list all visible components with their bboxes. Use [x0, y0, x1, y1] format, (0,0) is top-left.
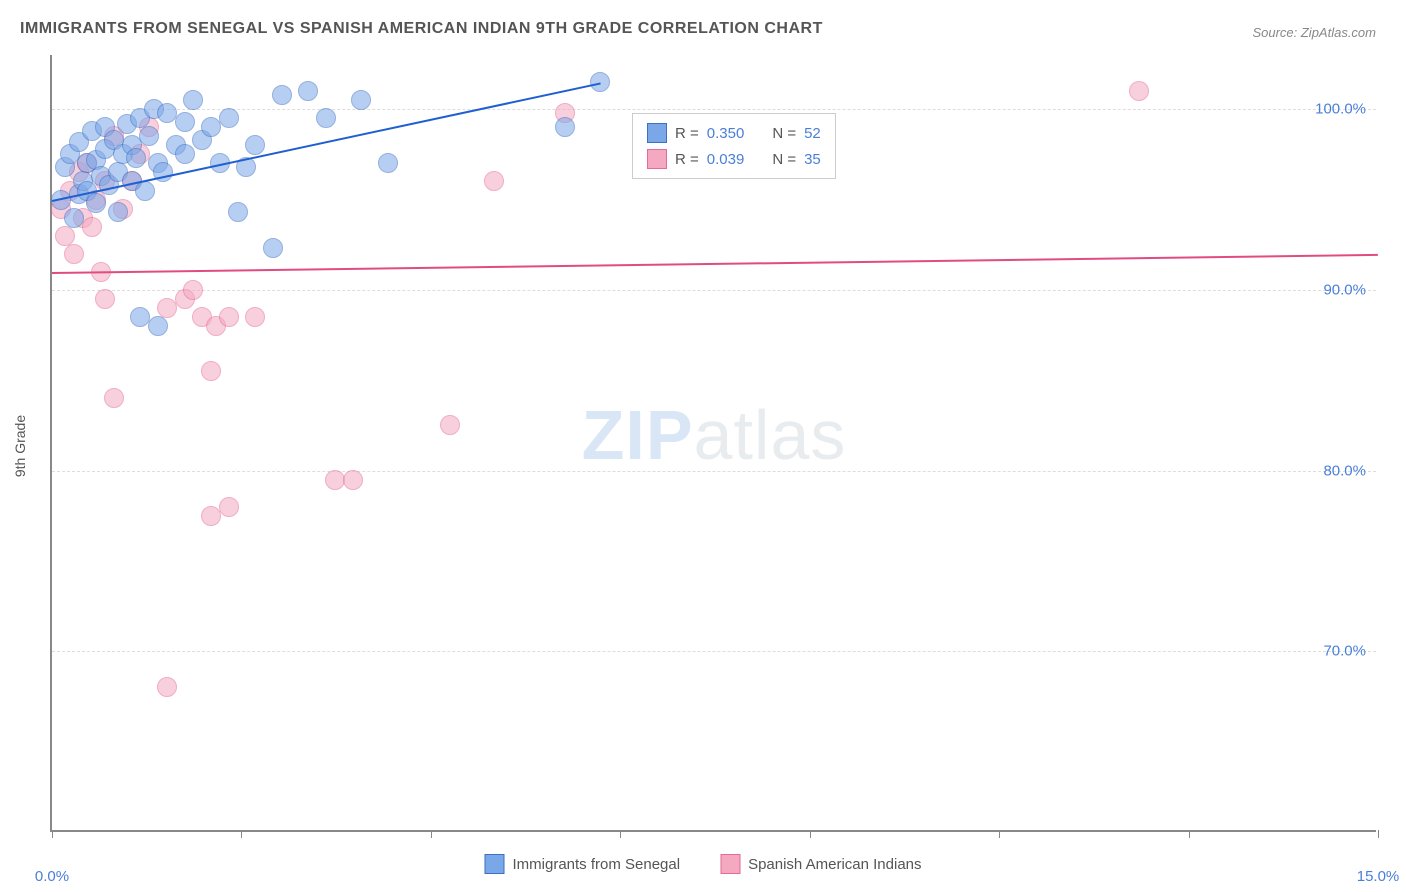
source-label: Source: [1252, 25, 1300, 40]
scatter-point [484, 171, 504, 191]
scatter-point [245, 307, 265, 327]
legend-item-1: Spanish American Indians [720, 854, 921, 874]
scatter-point [108, 202, 128, 222]
series-legend: Immigrants from Senegal Spanish American… [484, 854, 921, 874]
x-tick [810, 830, 811, 838]
legend-n-label-1: N = [772, 151, 796, 168]
scatter-point [219, 108, 239, 128]
grid-line [52, 471, 1376, 472]
legend-r-label-0: R = [675, 125, 699, 142]
trend-line [52, 254, 1378, 274]
scatter-point [440, 415, 460, 435]
correlation-legend: R = 0.350 N = 52 R = 0.039 N = 35 [632, 113, 836, 179]
scatter-point [64, 208, 84, 228]
chart-title: IMMIGRANTS FROM SENEGAL VS SPANISH AMERI… [20, 20, 823, 38]
x-tick-label-end: 15.0% [1357, 868, 1400, 885]
grid-line [52, 651, 1376, 652]
y-tick-label: 100.0% [1315, 101, 1366, 118]
legend-n-value-0: 52 [804, 125, 821, 142]
scatter-point [82, 217, 102, 237]
legend-label-0: Immigrants from Senegal [512, 856, 680, 873]
scatter-point [351, 90, 371, 110]
x-tick-label-start: 0.0% [35, 868, 69, 885]
scatter-point [148, 316, 168, 336]
legend-swatch-1 [647, 149, 667, 169]
x-tick [52, 830, 53, 838]
legend-swatch-bottom-0 [484, 854, 504, 874]
x-tick [241, 830, 242, 838]
x-tick [1378, 830, 1379, 838]
legend-swatch-bottom-1 [720, 854, 740, 874]
scatter-point [245, 135, 265, 155]
scatter-point [157, 677, 177, 697]
grid-line [52, 290, 1376, 291]
legend-row-series-0: R = 0.350 N = 52 [647, 120, 821, 146]
scatter-point [219, 307, 239, 327]
scatter-point [555, 117, 575, 137]
scatter-point [95, 289, 115, 309]
scatter-point [130, 307, 150, 327]
grid-line [52, 109, 1376, 110]
y-axis-label: 9th Grade [12, 415, 28, 477]
x-tick [1189, 830, 1190, 838]
scatter-point [183, 280, 203, 300]
scatter-point [139, 126, 159, 146]
y-tick-label: 70.0% [1323, 643, 1366, 660]
x-tick [620, 830, 621, 838]
scatter-point [201, 361, 221, 381]
scatter-point [86, 193, 106, 213]
y-tick-label: 90.0% [1323, 281, 1366, 298]
scatter-point [175, 112, 195, 132]
scatter-point [64, 244, 84, 264]
scatter-point [175, 144, 195, 164]
watermark: ZIPatlas [582, 395, 847, 475]
source-attribution: Source: ZipAtlas.com [1252, 25, 1376, 40]
scatter-point [183, 90, 203, 110]
plot-area: ZIPatlas R = 0.350 N = 52 R = 0.039 N = … [50, 55, 1376, 832]
watermark-atlas: atlas [694, 396, 847, 474]
scatter-point [343, 470, 363, 490]
scatter-point [1129, 81, 1149, 101]
scatter-point [272, 85, 292, 105]
legend-r-value-1: 0.039 [707, 151, 745, 168]
source-name: ZipAtlas.com [1301, 25, 1376, 40]
scatter-point [126, 148, 146, 168]
scatter-point [228, 202, 248, 222]
scatter-point [378, 153, 398, 173]
scatter-point [104, 388, 124, 408]
scatter-point [263, 238, 283, 258]
legend-item-0: Immigrants from Senegal [484, 854, 680, 874]
scatter-point [219, 497, 239, 517]
legend-r-value-0: 0.350 [707, 125, 745, 142]
y-tick-label: 80.0% [1323, 462, 1366, 479]
scatter-point [55, 226, 75, 246]
scatter-point [590, 72, 610, 92]
chart-container: IMMIGRANTS FROM SENEGAL VS SPANISH AMERI… [0, 0, 1406, 892]
legend-swatch-0 [647, 123, 667, 143]
x-tick [999, 830, 1000, 838]
scatter-point [316, 108, 336, 128]
legend-label-1: Spanish American Indians [748, 856, 921, 873]
x-tick [431, 830, 432, 838]
scatter-point [298, 81, 318, 101]
legend-n-value-1: 35 [804, 151, 821, 168]
legend-r-label-1: R = [675, 151, 699, 168]
legend-row-series-1: R = 0.039 N = 35 [647, 146, 821, 172]
legend-n-label-0: N = [772, 125, 796, 142]
watermark-zip: ZIP [582, 396, 694, 474]
